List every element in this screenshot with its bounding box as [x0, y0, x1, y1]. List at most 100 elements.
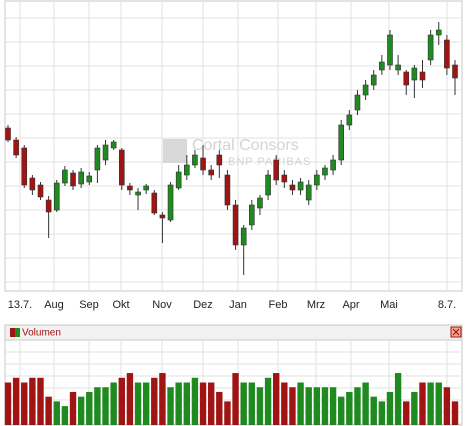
- volume-bar: [151, 377, 158, 425]
- volume-bar: [29, 377, 36, 425]
- volume-bar: [232, 373, 239, 425]
- candle-body: [370, 74, 377, 86]
- candle-body: [249, 204, 255, 226]
- candle-body: [444, 39, 450, 69]
- x-tick-label: 13.7.: [8, 299, 32, 311]
- volume-bar: [118, 377, 125, 425]
- legend-swatch: [10, 328, 15, 337]
- volume-bar: [126, 373, 134, 425]
- watermark-subtitle: BNP PARIBAS: [228, 156, 311, 168]
- x-tick-label: Nov: [152, 299, 172, 311]
- volume-bar: [289, 387, 296, 425]
- candle-body: [135, 191, 141, 196]
- candle-body: [330, 159, 336, 171]
- candle-body: [419, 71, 426, 81]
- x-tick-label: Okt: [112, 299, 129, 311]
- candle-body: [200, 157, 206, 171]
- volume-bar: [102, 387, 109, 425]
- candle-body: [29, 177, 36, 191]
- volume-bar: [264, 377, 272, 425]
- candle-body: [265, 174, 271, 196]
- volume-bar: [427, 382, 434, 425]
- volume-bar: [354, 387, 361, 425]
- candle-body: [159, 214, 166, 219]
- volume-bar: [86, 391, 93, 425]
- candle-body: [216, 154, 223, 166]
- candle-body: [184, 164, 190, 176]
- volume-bar: [134, 382, 142, 425]
- volume-bar: [362, 382, 369, 425]
- candle-body: [411, 67, 418, 81]
- volume-bar: [159, 373, 166, 425]
- candle-body: [273, 159, 280, 181]
- candle-body: [192, 154, 198, 166]
- candle-body: [13, 139, 19, 156]
- volume-bar: [338, 396, 345, 425]
- candle-body: [281, 174, 288, 183]
- volume-bar: [69, 391, 77, 425]
- volume-bar: [207, 382, 215, 425]
- volume-bar: [370, 396, 377, 425]
- volume-bar: [240, 382, 247, 425]
- candle-body: [86, 175, 93, 183]
- candle-body: [224, 174, 231, 206]
- candle-body: [102, 144, 109, 161]
- candle-body: [354, 94, 361, 111]
- candle-body: [45, 199, 52, 213]
- volume-bar: [305, 387, 312, 425]
- volume-bar: [419, 382, 426, 425]
- candle-body: [167, 184, 174, 221]
- volume-bar: [435, 382, 442, 425]
- candle-body: [208, 169, 214, 176]
- volume-bar: [321, 387, 329, 425]
- candle-body: [379, 61, 385, 71]
- volume-bar: [273, 373, 280, 425]
- candle-body: [452, 64, 458, 79]
- candle-body: [322, 167, 328, 176]
- watermark-logo: [163, 139, 187, 163]
- volume-bar: [248, 382, 256, 425]
- candle-body: [435, 29, 442, 36]
- x-tick-label: Mai: [380, 299, 398, 311]
- candle-body: [151, 192, 158, 214]
- volume-label: Volumen: [22, 328, 61, 339]
- candle-body: [21, 147, 28, 186]
- candle-body: [403, 71, 410, 86]
- candle-body: [305, 184, 312, 201]
- x-tick-label: Jan: [229, 299, 247, 311]
- watermark-title: Cortal Consors: [192, 137, 299, 154]
- candle-body: [395, 64, 401, 71]
- volume-bar: [313, 387, 321, 425]
- volume-bar: [45, 396, 52, 425]
- volume-bar: [183, 382, 190, 425]
- volume-bar: [94, 387, 101, 425]
- volume-bar: [329, 387, 337, 425]
- candle-body: [118, 149, 125, 186]
- close-icon: [452, 328, 460, 336]
- volume-bar: [346, 391, 353, 425]
- candle-body: [110, 141, 117, 149]
- volume-bar: [4, 382, 12, 425]
- volume-bar: [224, 401, 231, 425]
- volume-bar: [142, 382, 150, 425]
- volume-bar: [378, 401, 386, 425]
- candle-body: [94, 147, 101, 171]
- candle-body: [37, 184, 44, 198]
- candle-body: [143, 185, 149, 191]
- watermark: Cortal Consors BNP PARIBAS: [163, 137, 311, 168]
- volume-bar: [191, 377, 199, 425]
- candle-body: [314, 174, 320, 186]
- volume-header: [4, 324, 463, 341]
- x-tick-label: Apr: [342, 299, 359, 311]
- volume-bar: [61, 406, 69, 425]
- x-tick-label: 8.7.: [438, 299, 456, 311]
- volume-bar: [394, 373, 402, 425]
- candle-body: [362, 84, 369, 96]
- candle-body: [297, 181, 304, 191]
- candle-body: [53, 182, 60, 211]
- volume-bar: [443, 387, 451, 425]
- candle-body: [387, 34, 393, 66]
- candle-body: [427, 34, 434, 61]
- volume-bar: [281, 382, 288, 425]
- candle-body: [240, 227, 247, 246]
